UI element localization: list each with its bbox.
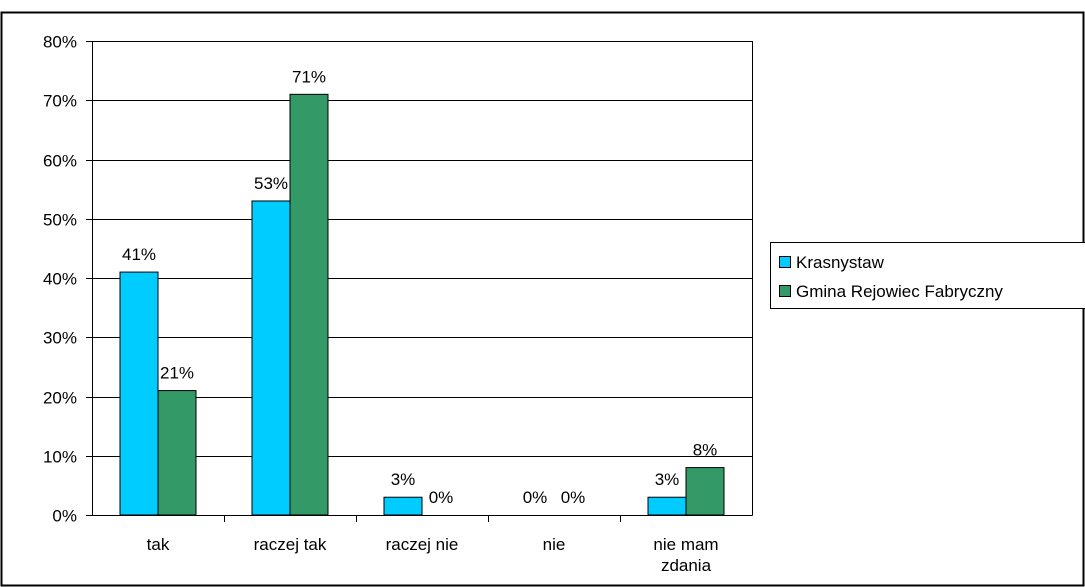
legend-swatch: [779, 285, 791, 297]
y-tick-label: 30%: [43, 329, 77, 348]
y-tick-label: 10%: [43, 448, 77, 467]
y-tick-label: 60%: [43, 152, 77, 171]
data-labels: 41% 21% 53% 71% 3% 0% 0% 0% 3% 8%: [122, 67, 717, 507]
x-tick-label: raczej nie: [386, 535, 459, 554]
legend-box: [770, 242, 1085, 309]
y-tick-label: 50%: [43, 211, 77, 230]
bar-gmina-rejowiec-fabryczny-0: [157, 390, 197, 516]
y-tick-label: 40%: [43, 270, 77, 289]
x-tick-label: nie mam zdania: [653, 535, 718, 575]
legend: Krasnystaw Gmina Rejowiec Fabryczny: [770, 242, 1085, 309]
data-label: 3%: [655, 470, 680, 489]
bar-krasnystaw-1: [251, 200, 291, 516]
x-tick-label: nie: [543, 535, 566, 554]
data-label: 41%: [122, 245, 156, 264]
data-label: 71%: [292, 67, 326, 86]
bar-krasnystaw-4: [647, 496, 687, 516]
x-tick-labels: tak raczej tak raczej nie nie nie mam zdania: [147, 535, 719, 575]
legend-swatch: [779, 256, 791, 268]
data-label: 0%: [561, 488, 586, 507]
data-label: 8%: [693, 441, 718, 460]
bars: [119, 93, 725, 516]
bar-gmina-rejowiec-fabryczny-4: [685, 467, 725, 516]
data-label: 3%: [391, 470, 416, 489]
y-tick-label: 80%: [43, 33, 77, 52]
y-tick-label: 20%: [43, 389, 77, 408]
data-label: 53%: [254, 174, 288, 193]
data-label: 0%: [523, 488, 548, 507]
data-label: 0%: [429, 488, 454, 507]
bar-krasnystaw-2: [383, 496, 423, 516]
bar-gmina-rejowiec-fabryczny-1: [289, 93, 329, 516]
data-label: 21%: [160, 364, 194, 383]
x-tick-label: raczej tak: [254, 535, 327, 554]
y-tick-label: 70%: [43, 92, 77, 111]
x-tick-label: tak: [147, 535, 170, 554]
y-tick-labels: 0% 10% 20% 30% 40% 50% 60% 70% 80%: [43, 33, 77, 526]
y-tick-label: 0%: [52, 507, 77, 526]
legend-label: Gmina Rejowiec Fabryczny: [796, 282, 1003, 301]
axes: [86, 41, 753, 522]
gridlines: [92, 41, 752, 457]
legend-label: Krasnystaw: [796, 253, 885, 272]
bar-krasnystaw-0: [119, 271, 159, 516]
